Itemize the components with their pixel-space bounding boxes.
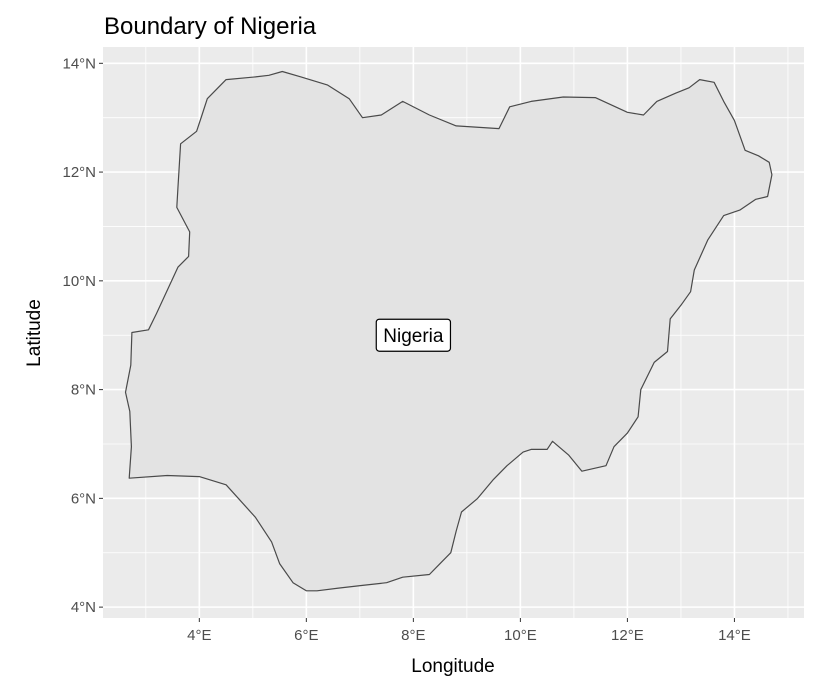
y-tick-label: 8°N bbox=[71, 382, 96, 399]
x-tick-label: 14°E bbox=[718, 627, 751, 644]
x-tick-label: 6°E bbox=[294, 627, 318, 644]
y-tick-label: 14°N bbox=[62, 55, 96, 72]
x-tick-label: 10°E bbox=[504, 627, 537, 644]
x-axis-label: Longitude bbox=[411, 656, 494, 677]
y-axis-ticks: 4°N 6°N 8°N 10°N 12°N 14°N bbox=[62, 55, 103, 616]
chart-title: Boundary of Nigeria bbox=[104, 13, 317, 40]
y-tick-label: 4°N bbox=[71, 599, 96, 616]
y-tick-label: 10°N bbox=[62, 273, 96, 290]
x-tick-label: 8°E bbox=[401, 627, 425, 644]
x-tick-label: 4°E bbox=[187, 627, 211, 644]
x-axis-ticks: 4°E 6°E 8°E 10°E 12°E 14°E bbox=[187, 618, 751, 644]
country-label-text: Nigeria bbox=[383, 326, 444, 347]
y-axis-label: Latitude bbox=[24, 299, 45, 367]
y-tick-label: 6°N bbox=[71, 490, 96, 507]
x-tick-label: 12°E bbox=[611, 627, 644, 644]
country-label-box bbox=[375, 318, 452, 352]
y-tick-label: 12°N bbox=[62, 164, 96, 181]
country-label: Nigeria bbox=[375, 318, 452, 352]
